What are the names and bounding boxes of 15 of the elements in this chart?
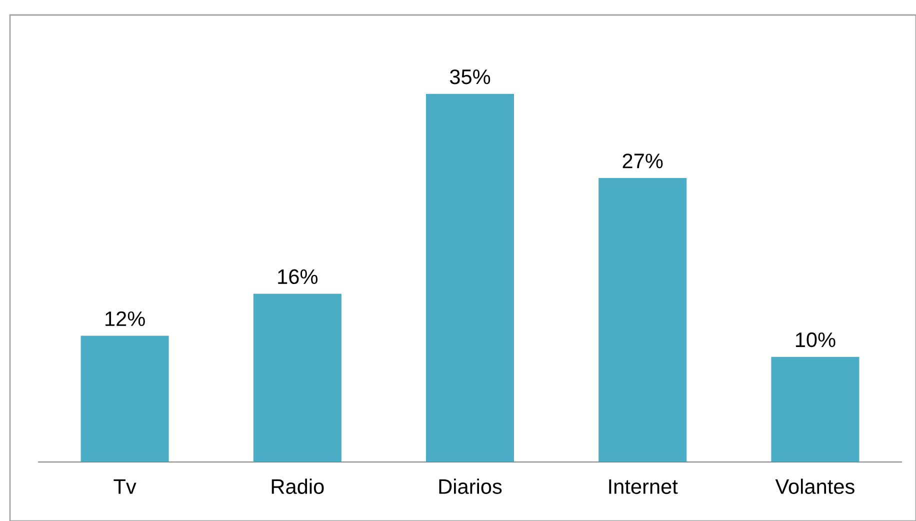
bar xyxy=(253,294,342,462)
x-tick-label: Internet xyxy=(609,479,678,494)
bar xyxy=(771,356,860,462)
bar xyxy=(80,336,169,462)
bar xyxy=(598,178,687,462)
x-tick-label: Tv xyxy=(114,479,136,494)
data-label: 16% xyxy=(278,269,318,284)
bar xyxy=(426,94,514,462)
data-label: 27% xyxy=(622,154,663,168)
data-label: 10% xyxy=(796,332,836,348)
x-tick-label: Volantes xyxy=(775,478,854,494)
x-tick-label: Diarios xyxy=(439,478,502,494)
data-label: 35% xyxy=(450,69,490,84)
x-tick-label: Radio xyxy=(272,478,324,494)
data-label: 12% xyxy=(106,311,145,326)
